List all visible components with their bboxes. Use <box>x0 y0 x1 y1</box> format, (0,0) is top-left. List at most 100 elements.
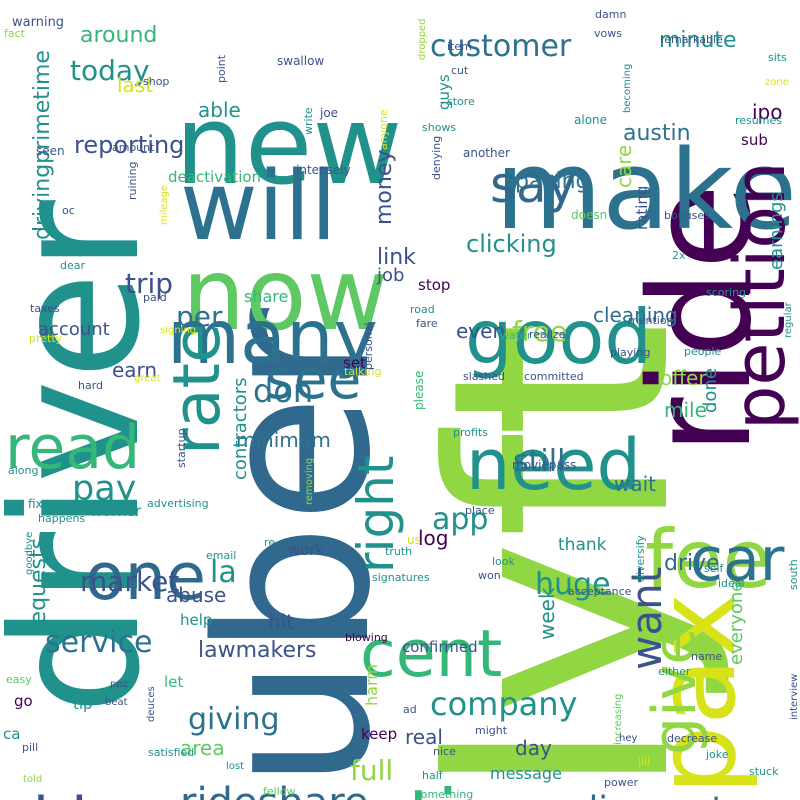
word-road: road <box>410 303 435 316</box>
word-harm: harm <box>362 664 381 706</box>
word-denying: denying <box>430 135 443 180</box>
word-please: please <box>412 370 426 410</box>
word-warning: warning <box>12 15 65 30</box>
word-wait: wait <box>614 472 657 496</box>
word-go: go <box>14 692 33 710</box>
word-fee: fee <box>645 513 772 606</box>
word-seen: seen <box>36 144 65 158</box>
word-signing: signing <box>160 325 197 336</box>
word-customer: customer <box>430 29 572 64</box>
word-oc: oc <box>62 204 75 217</box>
word-fact: fact <box>4 27 25 40</box>
word-anyone: anyone <box>377 109 390 150</box>
word-rating: rating <box>633 185 651 230</box>
word-write: write <box>302 107 315 135</box>
word-earnings: earnings <box>766 192 787 270</box>
word-regular: regular <box>783 302 794 338</box>
word-us: us <box>407 533 421 547</box>
word-moviepass: moviepass <box>512 458 577 472</box>
word-austin: austin <box>623 121 691 146</box>
word-money: money <box>372 149 397 225</box>
word-week: week <box>535 587 559 640</box>
word-work: work <box>288 541 325 559</box>
word-sub: sub <box>741 131 768 149</box>
word-keep: keep <box>361 725 398 743</box>
word-need: need <box>466 424 641 506</box>
word-free: free <box>512 315 568 348</box>
word-make: make <box>495 126 798 254</box>
word-joke: joke <box>706 748 729 761</box>
word-pill: pill <box>22 741 39 754</box>
word-market: market <box>80 565 180 598</box>
word-name: name <box>691 650 723 663</box>
word-talking: talking <box>344 365 382 378</box>
word-contractors: contractors <box>230 377 251 480</box>
word-done: done <box>700 368 721 413</box>
word-vows: vows <box>594 27 622 40</box>
word-satisfied: satisfied <box>148 746 195 759</box>
word-full: full <box>350 754 394 787</box>
word-many: many <box>167 293 378 381</box>
word-becoming: becoming <box>622 63 633 113</box>
word-care: care <box>612 144 636 188</box>
word-bonuses: bonuses <box>664 209 710 222</box>
word-help: help <box>180 611 213 629</box>
word-jill: jill <box>638 755 651 768</box>
word-scoring: scoring <box>706 286 747 299</box>
word-fare: fare <box>416 317 438 330</box>
word-cleaning: cleaning <box>593 303 678 327</box>
word-advertising: advertising <box>147 497 209 510</box>
word-re: re <box>264 536 276 549</box>
word-playing: playing <box>610 346 651 359</box>
word-even: even <box>456 319 506 343</box>
word-blowing: blowing <box>345 631 388 644</box>
word-half: half <box>422 769 443 782</box>
word-say: say <box>490 156 577 214</box>
word-la: la <box>210 555 237 590</box>
word-cut: cut <box>451 64 469 77</box>
word-ppz: ppz <box>110 679 128 690</box>
word-last: last <box>117 73 154 97</box>
word-great: great <box>134 373 161 384</box>
word-ipo: ipo <box>752 100 783 124</box>
word-fellow: fellow <box>263 785 296 798</box>
word-committed: committed <box>524 370 584 383</box>
word-personal: personal <box>362 322 375 370</box>
word-one: one <box>85 540 206 615</box>
word-happens: happens <box>38 512 86 525</box>
word-might: might <box>475 724 508 737</box>
word-joe: joe <box>320 106 339 120</box>
word-nice: nice <box>433 745 456 758</box>
word-another: another <box>463 146 510 160</box>
word-now: now <box>182 236 389 353</box>
word-deactivation: deactivation <box>168 168 262 186</box>
word-around: around <box>80 23 158 48</box>
word-swallow: swallow <box>277 54 325 68</box>
word-real: real <box>405 725 443 749</box>
word-don: don <box>253 372 314 410</box>
word-diversify: diversify <box>634 535 647 582</box>
word-ideal: ideal <box>718 577 745 590</box>
word-mileage: mileage <box>159 184 170 225</box>
word-decrease: decrease <box>667 732 718 745</box>
word-people: people <box>684 345 722 358</box>
word-interview: interview <box>789 673 800 720</box>
word-worker: worker <box>90 502 142 520</box>
word-everyone: everyone <box>726 580 747 665</box>
word-along: along <box>8 464 39 477</box>
word-email: email <box>206 549 237 562</box>
word-set: set <box>343 354 366 372</box>
word-stop: stop <box>418 276 451 294</box>
word-intensely: intensely <box>296 163 351 177</box>
word-earn: earn <box>112 358 158 382</box>
word-shows: shows <box>422 121 457 134</box>
word-shop: shop <box>143 75 170 88</box>
word-hard: hard <box>78 379 104 392</box>
word-self: self <box>704 562 724 575</box>
word-startup: startup <box>175 428 188 468</box>
word-link: link <box>377 245 416 270</box>
word-share: share <box>244 287 289 306</box>
word-resumes: resumes <box>735 114 782 127</box>
word-ruining: ruining <box>126 161 139 200</box>
